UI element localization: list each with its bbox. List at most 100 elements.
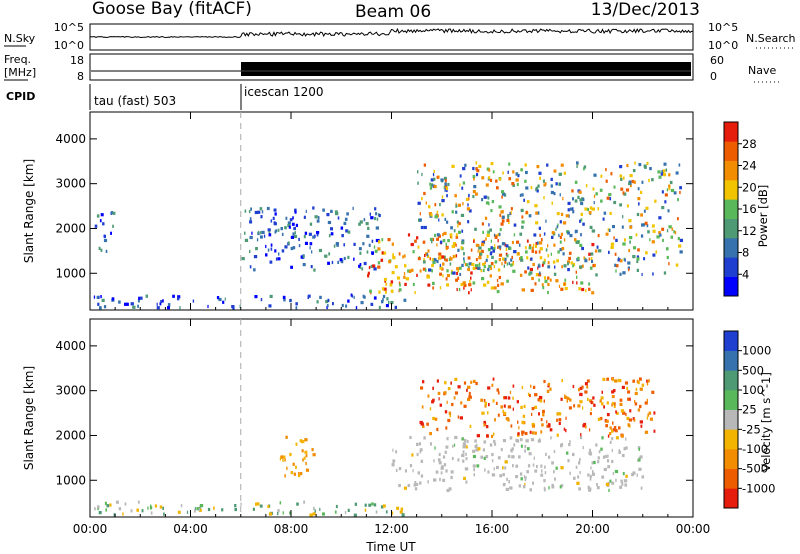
echo-cell [444, 179, 447, 183]
echo-cell [545, 182, 547, 186]
echo-cell [358, 264, 360, 268]
echo-cell [542, 179, 545, 183]
echo-cell [624, 238, 626, 242]
echo-cell [453, 229, 456, 233]
echo-cell [254, 295, 258, 299]
echo-cell [462, 181, 465, 185]
echo-cell [619, 165, 623, 169]
echo-cell [472, 464, 476, 468]
echo-cell [280, 227, 283, 231]
colorbar-tick-label: 1000 [742, 344, 771, 358]
echo-cell [605, 232, 609, 236]
colorbar-segment [724, 331, 738, 351]
echo-cell [579, 243, 583, 247]
echo-cell [655, 250, 658, 254]
echo-cell [622, 191, 625, 195]
echo-cell [480, 455, 483, 459]
echo-cell [454, 435, 458, 440]
echo-cell [434, 203, 437, 207]
echo-cell [545, 452, 547, 456]
echo-cell [430, 213, 433, 217]
echo-cell [487, 386, 491, 390]
echo-cell [632, 255, 636, 259]
echo-cell [309, 513, 313, 517]
echo-cell [508, 162, 511, 166]
echo-cell [404, 282, 407, 286]
echo-cell [646, 382, 649, 386]
echo-cell [548, 423, 551, 427]
echo-cell [249, 265, 252, 269]
echo-cell [458, 288, 461, 292]
echo-cell [460, 282, 464, 287]
echo-cell [607, 465, 611, 469]
echo-cell [587, 485, 590, 489]
echo-cell [491, 434, 494, 438]
echo-cell [428, 268, 432, 272]
echo-cell [310, 265, 313, 269]
echo-cell [442, 262, 445, 266]
freq-label: Freq. [4, 53, 31, 66]
echo-cell [549, 387, 552, 391]
echo-cell [446, 274, 450, 278]
echo-cell [572, 280, 574, 284]
echo-cell [319, 507, 321, 511]
echo-cell [375, 238, 379, 243]
echo-cell [608, 193, 612, 197]
echo-cell [566, 396, 570, 401]
echo-cell [621, 385, 625, 389]
echo-cell [461, 437, 464, 441]
echo-cell [589, 266, 593, 270]
echo-cell [502, 466, 504, 470]
echo-cell [453, 443, 456, 447]
echo-cell [427, 283, 431, 287]
echo-cell [442, 455, 446, 459]
colorbar-segment [724, 350, 738, 371]
echo-cell [463, 283, 467, 288]
echo-cell [297, 472, 300, 476]
echo-cell [584, 259, 588, 263]
echo-cell [332, 302, 334, 306]
echo-cell [380, 505, 384, 509]
echo-cell [458, 221, 461, 226]
echo-cell [371, 251, 374, 255]
echo-cell [498, 245, 502, 249]
echo-cell [478, 246, 482, 250]
echo-cell [249, 249, 251, 254]
echo-cell [512, 262, 515, 266]
echo-cell [614, 263, 617, 267]
echo-cell [331, 260, 334, 265]
echo-cell [414, 487, 418, 491]
echo-cell [626, 163, 629, 168]
echo-cell [512, 384, 515, 388]
echo-cell [491, 453, 494, 457]
echo-cell [470, 380, 473, 384]
echo-cell [520, 477, 523, 481]
echo-cell [416, 236, 419, 240]
echo-cell [518, 484, 522, 488]
echo-cell [403, 272, 406, 276]
echo-cell [516, 400, 519, 404]
echo-cell [457, 276, 460, 280]
echo-cell [461, 453, 465, 458]
echo-cell [506, 262, 509, 266]
echo-cell [589, 477, 592, 481]
echo-cell [638, 467, 642, 471]
echo-cell [515, 464, 519, 468]
echo-cell [487, 196, 490, 200]
echo-cell [520, 256, 523, 260]
echo-cell [446, 269, 449, 273]
echo-cell [612, 471, 614, 476]
echo-cell [613, 389, 616, 393]
echo-cell [487, 411, 489, 415]
echo-cell [253, 268, 256, 272]
echo-cell [335, 212, 339, 216]
echo-cell [404, 469, 407, 473]
echo-cell [512, 183, 515, 187]
echo-cell [521, 432, 524, 436]
echo-cell [111, 297, 115, 301]
x-tick-label: 00:00 [73, 522, 108, 536]
echo-cell [488, 403, 490, 407]
echo-cell [429, 182, 431, 186]
